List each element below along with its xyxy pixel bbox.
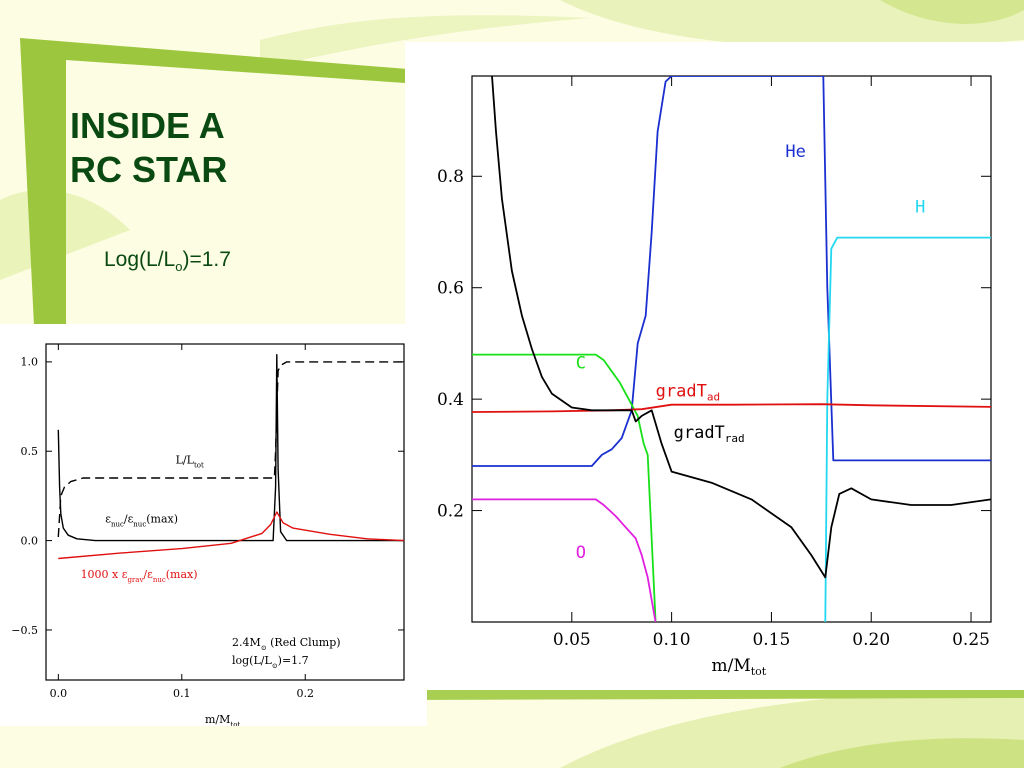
title-line-2: RC STAR bbox=[70, 149, 228, 190]
annotation-label-part: nuc bbox=[111, 521, 124, 529]
y-tick-label: 0.5 bbox=[21, 445, 39, 458]
y-tick-label: 0.0 bbox=[21, 534, 39, 547]
series-line--nuc-nuc-max- bbox=[57, 354, 404, 542]
subtitle-tail: )=1.7 bbox=[182, 248, 231, 271]
subtitle-sub: o bbox=[175, 259, 183, 275]
annotation-label-part: gradT bbox=[674, 423, 725, 443]
y-tick-label: 0.8 bbox=[437, 167, 464, 187]
series-line-l-l-tot bbox=[57, 361, 404, 538]
annotation-label-part: H bbox=[915, 198, 925, 218]
y-tick-label: 0.6 bbox=[437, 279, 464, 299]
plot-frame bbox=[45, 343, 405, 681]
annotation-label-part: He bbox=[785, 142, 805, 162]
legend-line-2-part: log(L/L bbox=[232, 654, 272, 667]
annotation-label-part: nuc bbox=[133, 521, 146, 529]
legend-line-2-part: ⊙ bbox=[272, 662, 278, 670]
luminosity-subtitle: Log(L/Lo)=1.7 bbox=[104, 248, 231, 274]
annotation-label: εnuc/εnuc(max) bbox=[105, 513, 178, 529]
title-line-1: INSIDE A bbox=[70, 105, 225, 146]
y-tick-label: 0.4 bbox=[437, 390, 464, 410]
annotation-label-part: gradT bbox=[656, 381, 707, 401]
y-tick-label: 0.2 bbox=[437, 502, 464, 522]
annotation-label-part: /ε bbox=[143, 568, 153, 581]
annotation-label: L/Ltot bbox=[176, 454, 204, 470]
series-group bbox=[472, 76, 991, 622]
annotation-label-part: C bbox=[576, 354, 586, 374]
series-group bbox=[57, 354, 404, 560]
series-line-he bbox=[472, 76, 991, 467]
x-tick-label: 0.2 bbox=[296, 687, 314, 700]
legend-line-1-part: ⊙ bbox=[261, 644, 267, 652]
annotation-label: C bbox=[576, 354, 586, 374]
annotation-label-part: tot bbox=[194, 462, 204, 470]
x-tick-label: 0.25 bbox=[952, 630, 990, 650]
annotation-label-part: ε bbox=[105, 513, 111, 526]
annotation-label-part: L/L bbox=[176, 454, 195, 467]
annotation-label-part: ad bbox=[707, 390, 720, 403]
annotation-label-part: grav bbox=[127, 576, 143, 584]
x-tick-label: 0.20 bbox=[852, 630, 890, 650]
series-line-c bbox=[472, 353, 657, 622]
legend-line-2-part: )=1.7 bbox=[278, 654, 309, 667]
series-line-o bbox=[472, 498, 657, 622]
subtitle-main: Log(L/L bbox=[104, 248, 176, 271]
annotation-label: He bbox=[785, 142, 805, 162]
series-line-h bbox=[824, 236, 991, 622]
x-axis-label-part: tot bbox=[230, 721, 240, 726]
y-tick-label: 1.0 bbox=[21, 356, 39, 369]
annotation-label-part: /ε bbox=[124, 513, 134, 526]
annotation-label-part: rad bbox=[725, 432, 745, 445]
x-tick-label: 0.0 bbox=[50, 687, 68, 700]
annotation-label: gradTad bbox=[656, 381, 720, 403]
series-line-gradt-ad bbox=[472, 403, 991, 413]
slide-title: INSIDE A RC STAR bbox=[70, 104, 227, 192]
x-tick-label: 0.1 bbox=[173, 687, 191, 700]
annotation-label-part: (max) bbox=[166, 568, 198, 581]
annotation-label-part: 1000 x ε bbox=[81, 568, 128, 581]
annotation-label: H bbox=[915, 198, 925, 218]
legend-line-1-part: (Red Clump) bbox=[267, 636, 341, 649]
annotation-label-part: nuc bbox=[153, 576, 166, 584]
legend-line-1-part: 2.4M bbox=[232, 636, 261, 649]
luminosity-chart-panel: 0.0 0.1 0.2 1.0 0.5 0.0 −0.5 L/Ltot εnuc/εnuc(ma… bbox=[0, 324, 427, 726]
x-tick-label: 0.10 bbox=[653, 630, 691, 650]
x-axis-label-part: tot bbox=[751, 665, 767, 678]
x-axis-label-part: m/M bbox=[712, 656, 751, 676]
legend-line-1: 2.4M⊙ (Red Clump) bbox=[232, 636, 341, 652]
luminosity-chart: 0.0 0.1 0.21.00.50.0−0.5L/Ltotεnuc/εnuc(ma… bbox=[11, 343, 405, 726]
x-tick-label: 0.05 bbox=[553, 630, 591, 650]
x-axis-label-part: m/M bbox=[205, 713, 230, 726]
x-axis-label: m/Mtot bbox=[712, 656, 767, 678]
annotation-label: 1000 x εgrav/εnuc(max) bbox=[81, 568, 198, 584]
series-line-gradt-rad bbox=[491, 76, 991, 579]
annotation-label: O bbox=[576, 543, 586, 563]
legend-line-2: log(L/L⊙)=1.7 bbox=[232, 654, 309, 670]
x-tick-label: 0.15 bbox=[752, 630, 790, 650]
annotation-label-part: (max) bbox=[146, 513, 178, 526]
series-line-1000-x-grav-nuc-max- bbox=[58, 511, 404, 560]
plot-frame bbox=[471, 75, 992, 623]
x-axis-label: m/Mtot bbox=[205, 713, 240, 726]
annotation-label-part: O bbox=[576, 543, 586, 563]
annotation-label: gradTrad bbox=[674, 423, 745, 445]
abundance-chart: 0.05 0.10 0.15 0.20 0.25 0.2 0.4 0.6 0.8 He H C Ogra… bbox=[437, 75, 992, 678]
y-tick-label: −0.5 bbox=[11, 624, 38, 637]
